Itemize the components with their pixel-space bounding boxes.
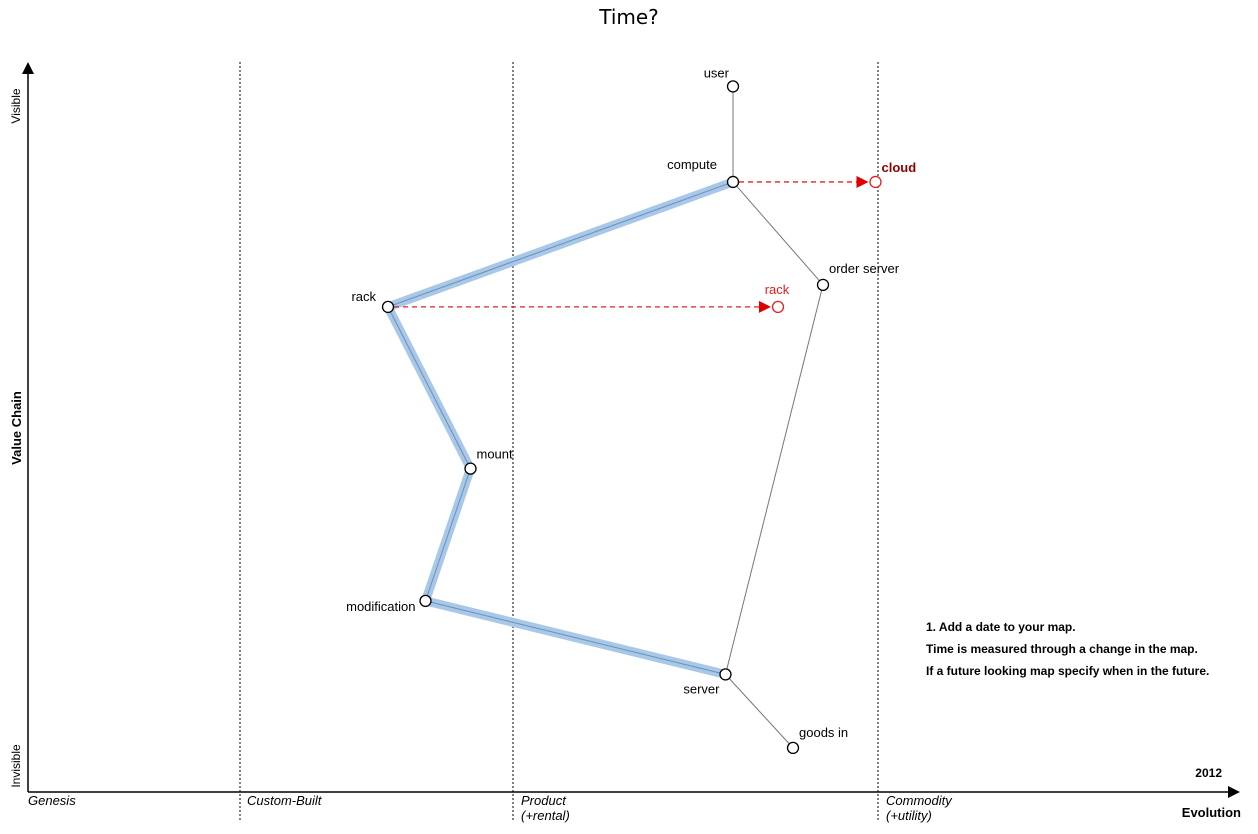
evolution-arrows [394, 175, 869, 313]
stage-commodity: Commodity [886, 793, 953, 808]
node-server[interactable] [719, 668, 732, 681]
label-compute: compute [667, 157, 717, 172]
y-axis-label: Value Chain [9, 391, 24, 465]
label-mount: mount [477, 447, 514, 462]
note-line-3: If a future looking map specify when in … [926, 664, 1209, 678]
highlight-band [383, 177, 738, 679]
stage-genesis: Genesis [28, 793, 76, 808]
stage-custom-built: Custom-Built [247, 793, 323, 808]
label-modification: modification [346, 599, 415, 614]
x-axis-label: Evolution [1182, 805, 1241, 820]
notes: 1. Add a date to your map. Time is measu… [926, 620, 1209, 678]
label-order-server: order server [829, 261, 900, 276]
stage-labels: Genesis Custom-Built Product (+rental) C… [28, 793, 953, 823]
stage-product: Product [521, 793, 567, 808]
node-modification[interactable] [419, 594, 432, 608]
link-compute-order-server [732, 181, 824, 286]
note-line-2: Time is measured through a change in the… [926, 642, 1198, 656]
label-cloud: cloud [882, 160, 917, 175]
label-rack-evolved: rack [765, 282, 790, 297]
label-goods-in: goods in [799, 725, 848, 740]
stage-dividers [239, 62, 879, 822]
map-title: Time? [598, 5, 659, 29]
components: user compute order server rack mount modifica… [346, 65, 917, 755]
dependency-links [725, 86, 824, 749]
label-rack: rack [351, 289, 376, 304]
link-server-goods-in [725, 674, 794, 749]
node-goods-in[interactable] [786, 741, 800, 755]
highlight-path [383, 177, 738, 679]
y-axis-bottom-label: Invisible [9, 744, 23, 788]
node-compute[interactable] [726, 175, 740, 189]
note-line-1: 1. Add a date to your map. [926, 620, 1076, 634]
label-server: server [683, 681, 720, 696]
stage-product-sub: (+rental) [521, 808, 570, 823]
stage-commodity-sub: (+utility) [886, 808, 932, 823]
link-order-server-server [725, 284, 824, 675]
year-label: 2012 [1195, 766, 1222, 780]
node-cloud[interactable] [869, 175, 882, 189]
label-user: user [704, 65, 730, 80]
y-axis-top-label: Visible [9, 88, 23, 123]
node-user[interactable] [726, 80, 740, 93]
node-rack[interactable] [381, 300, 395, 314]
node-mount[interactable] [464, 462, 477, 475]
node-order-server[interactable] [816, 278, 830, 292]
node-rack-evolved[interactable] [771, 300, 785, 314]
